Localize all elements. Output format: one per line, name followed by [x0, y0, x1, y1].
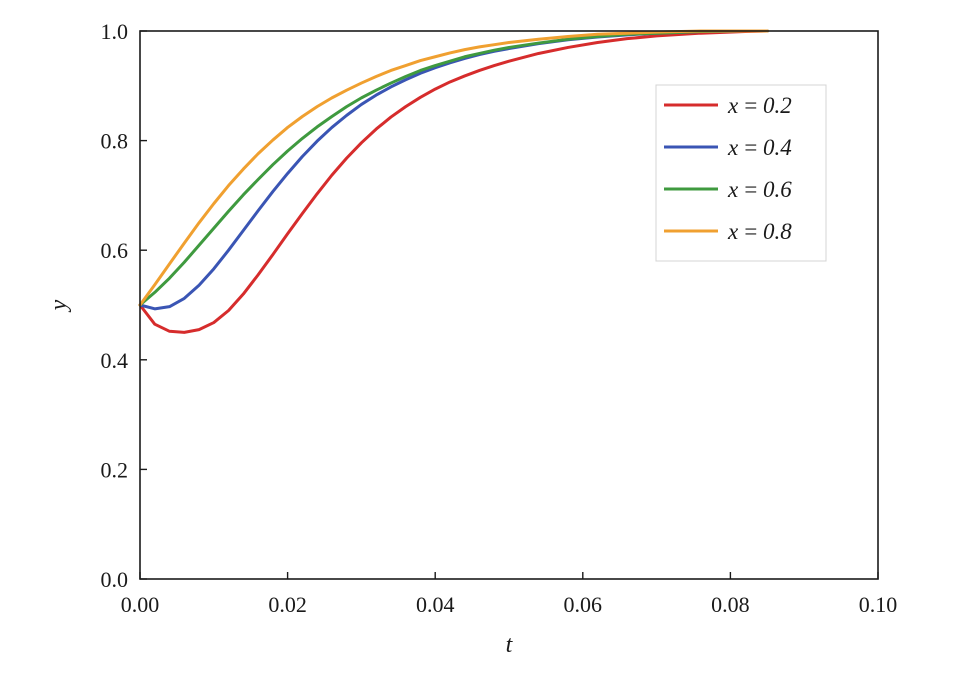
- plot-frame: [139, 30, 879, 580]
- x-tick-label: 0.08: [711, 592, 750, 617]
- x-tick-label: 0.10: [859, 592, 898, 617]
- x-tick-label: 0.00: [121, 592, 160, 617]
- y-tick-label: 0.6: [101, 238, 129, 263]
- y-tick-label: 0.8: [101, 129, 129, 154]
- y-tick-label: 1.0: [101, 19, 129, 44]
- y-tick-label: 0.2: [101, 457, 129, 482]
- y-tick-label: 0.4: [101, 348, 129, 373]
- legend-label-3: x = 0.8: [727, 219, 792, 244]
- x-tick-label: 0.04: [416, 592, 455, 617]
- y-axis-label: y: [46, 299, 72, 312]
- legend-label-1: x = 0.4: [727, 135, 792, 160]
- legend-label-2: x = 0.6: [727, 177, 792, 202]
- series-line-0: [138, 29, 769, 334]
- legend-label-0: x = 0.2: [727, 93, 792, 118]
- x-axis-label: t: [506, 632, 514, 658]
- series-line-3: [138, 29, 769, 307]
- x-tick-label: 0.06: [564, 592, 603, 617]
- y-tick-label: 0.0: [101, 567, 129, 592]
- series-line-2: [138, 29, 769, 307]
- x-tick-label: 0.02: [268, 592, 307, 617]
